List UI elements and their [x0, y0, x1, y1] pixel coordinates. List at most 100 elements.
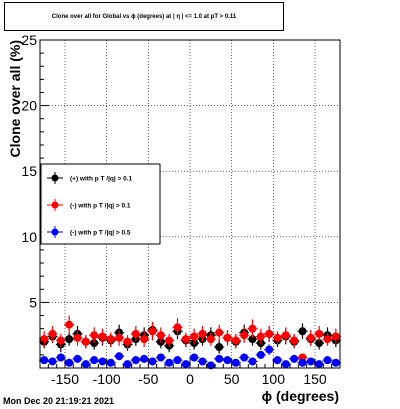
data-point: [248, 357, 257, 366]
data-point: [198, 329, 207, 338]
data-point: [281, 331, 290, 340]
data-point: [181, 335, 190, 344]
data-point: [65, 320, 74, 329]
data-point: [48, 357, 57, 366]
x-tick-label: 150: [303, 371, 327, 387]
data-point: [115, 352, 124, 361]
data-point: [290, 354, 299, 363]
series-1: [39, 315, 341, 362]
data-point: [331, 332, 340, 341]
x-tick-label: -50: [138, 371, 158, 387]
data-series: [39, 315, 341, 370]
data-point: [106, 358, 115, 367]
data-point: [240, 331, 249, 340]
data-point: [165, 358, 174, 367]
x-axis-label: ϕ (degrees): [262, 388, 339, 404]
data-point: [90, 356, 99, 365]
legend-marker: [51, 201, 59, 209]
x-tick-label: -100: [93, 371, 121, 387]
data-point: [248, 335, 257, 344]
legend-label: (-) with p T /|q| > 0.5: [70, 230, 131, 237]
axes: [39, 39, 341, 369]
legend-label: (-) with p T /|q| > 0.1: [70, 203, 131, 210]
data-point: [306, 357, 315, 366]
x-tick-label: -150: [51, 371, 79, 387]
legend-marker: [51, 174, 59, 182]
data-point: [248, 324, 257, 333]
data-point: [190, 353, 199, 362]
data-point: [215, 343, 224, 352]
data-point: [315, 329, 324, 338]
data-point: [298, 358, 307, 367]
data-point: [323, 356, 332, 365]
data-point: [273, 333, 282, 342]
data-point: [298, 327, 307, 336]
data-point: [131, 356, 140, 365]
data-point: [281, 360, 290, 369]
data-point: [173, 323, 182, 332]
y-tick-label: 20: [21, 98, 37, 114]
data-point: [206, 361, 215, 370]
data-point: [73, 354, 82, 363]
legend-label: (+) with p T /|q| > 0.1: [70, 176, 133, 183]
data-point: [240, 353, 249, 362]
data-point: [256, 350, 265, 359]
data-point: [40, 335, 49, 344]
data-point: [323, 335, 332, 344]
data-point: [140, 354, 149, 363]
data-point: [98, 357, 107, 366]
data-point: [315, 339, 324, 348]
data-point: [156, 331, 165, 340]
data-point: [223, 356, 232, 365]
x-tick-label: 50: [224, 371, 240, 387]
data-point: [173, 356, 182, 365]
data-point: [81, 360, 90, 369]
data-point: [256, 332, 265, 341]
data-point: [140, 335, 149, 344]
tick-labels: -150 -100 -50 0 50 100 150 5 10 15 20 25: [21, 32, 326, 387]
legend-marker: [51, 228, 59, 236]
data-point: [148, 357, 157, 366]
data-point: [331, 358, 340, 367]
data-point: [40, 356, 49, 365]
data-point: [65, 335, 74, 344]
data-point: [231, 336, 240, 345]
data-point: [148, 327, 157, 336]
legend: (+) with p T /|q| > 0.1 (-) with p T /|q|…: [40, 163, 161, 245]
data-point: [165, 336, 174, 345]
data-point: [106, 335, 115, 344]
data-point: [231, 358, 240, 367]
y-tick-label: 10: [21, 229, 37, 245]
data-point: [123, 360, 132, 369]
data-point: [265, 329, 274, 338]
data-point: [315, 360, 324, 369]
data-point: [56, 336, 65, 345]
data-point: [198, 357, 207, 366]
y-tick-label: 25: [21, 32, 37, 48]
y-tick-label: 5: [29, 294, 37, 310]
data-point: [190, 332, 199, 341]
data-point: [115, 333, 124, 342]
data-point: [48, 329, 57, 338]
data-point: [156, 353, 165, 362]
data-point: [265, 345, 274, 354]
data-point: [73, 333, 82, 342]
data-point: [131, 329, 140, 338]
data-point: [306, 333, 315, 342]
x-tick-label: 100: [262, 371, 286, 387]
y-tick-label: 15: [21, 163, 37, 179]
data-point: [181, 360, 190, 369]
data-point: [223, 333, 232, 342]
series-2: [39, 344, 341, 370]
data-point: [56, 353, 65, 362]
data-point: [215, 328, 224, 337]
data-point: [90, 331, 99, 340]
data-point: [273, 356, 282, 365]
chart-title: Clone over all for Global vs ϕ (degrees)…: [4, 2, 284, 31]
timestamp: Mon Dec 20 21:19:21 2021: [3, 396, 115, 406]
data-point: [81, 337, 90, 346]
data-point: [206, 335, 215, 344]
data-point: [215, 354, 224, 363]
y-axis-label: Clone over all (%): [7, 40, 23, 157]
